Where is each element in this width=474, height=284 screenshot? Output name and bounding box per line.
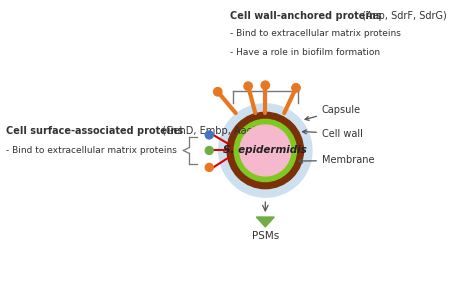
Text: (Aap, SdrF, SdrG): (Aap, SdrF, SdrG) (359, 11, 447, 21)
Text: - Have a role in biofilm formation: - Have a role in biofilm formation (230, 49, 380, 57)
Text: Membrane: Membrane (299, 155, 374, 165)
Circle shape (234, 119, 296, 181)
Circle shape (205, 147, 213, 154)
Text: - Bind to extracellular matrix proteins: - Bind to extracellular matrix proteins (230, 29, 401, 37)
Polygon shape (256, 217, 274, 227)
Circle shape (219, 104, 312, 197)
Circle shape (214, 87, 222, 96)
Circle shape (261, 81, 270, 89)
Circle shape (205, 131, 213, 139)
Text: Capsule: Capsule (305, 105, 361, 120)
Text: - Bind to extracellular matrix proteins: - Bind to extracellular matrix proteins (6, 146, 177, 155)
Text: (GehD, Embp, Aae): (GehD, Embp, Aae) (159, 126, 256, 136)
Text: S. epidermidis: S. epidermidis (223, 145, 307, 155)
Circle shape (205, 164, 213, 172)
Circle shape (227, 112, 303, 189)
Text: Cell surface-associated proteins: Cell surface-associated proteins (6, 126, 183, 136)
Circle shape (244, 82, 252, 90)
Circle shape (240, 125, 291, 176)
Text: PSMs: PSMs (252, 231, 279, 241)
Circle shape (292, 84, 300, 92)
Text: Cell wall-anchored proteins: Cell wall-anchored proteins (230, 11, 382, 21)
Text: Cell wall: Cell wall (302, 129, 363, 139)
